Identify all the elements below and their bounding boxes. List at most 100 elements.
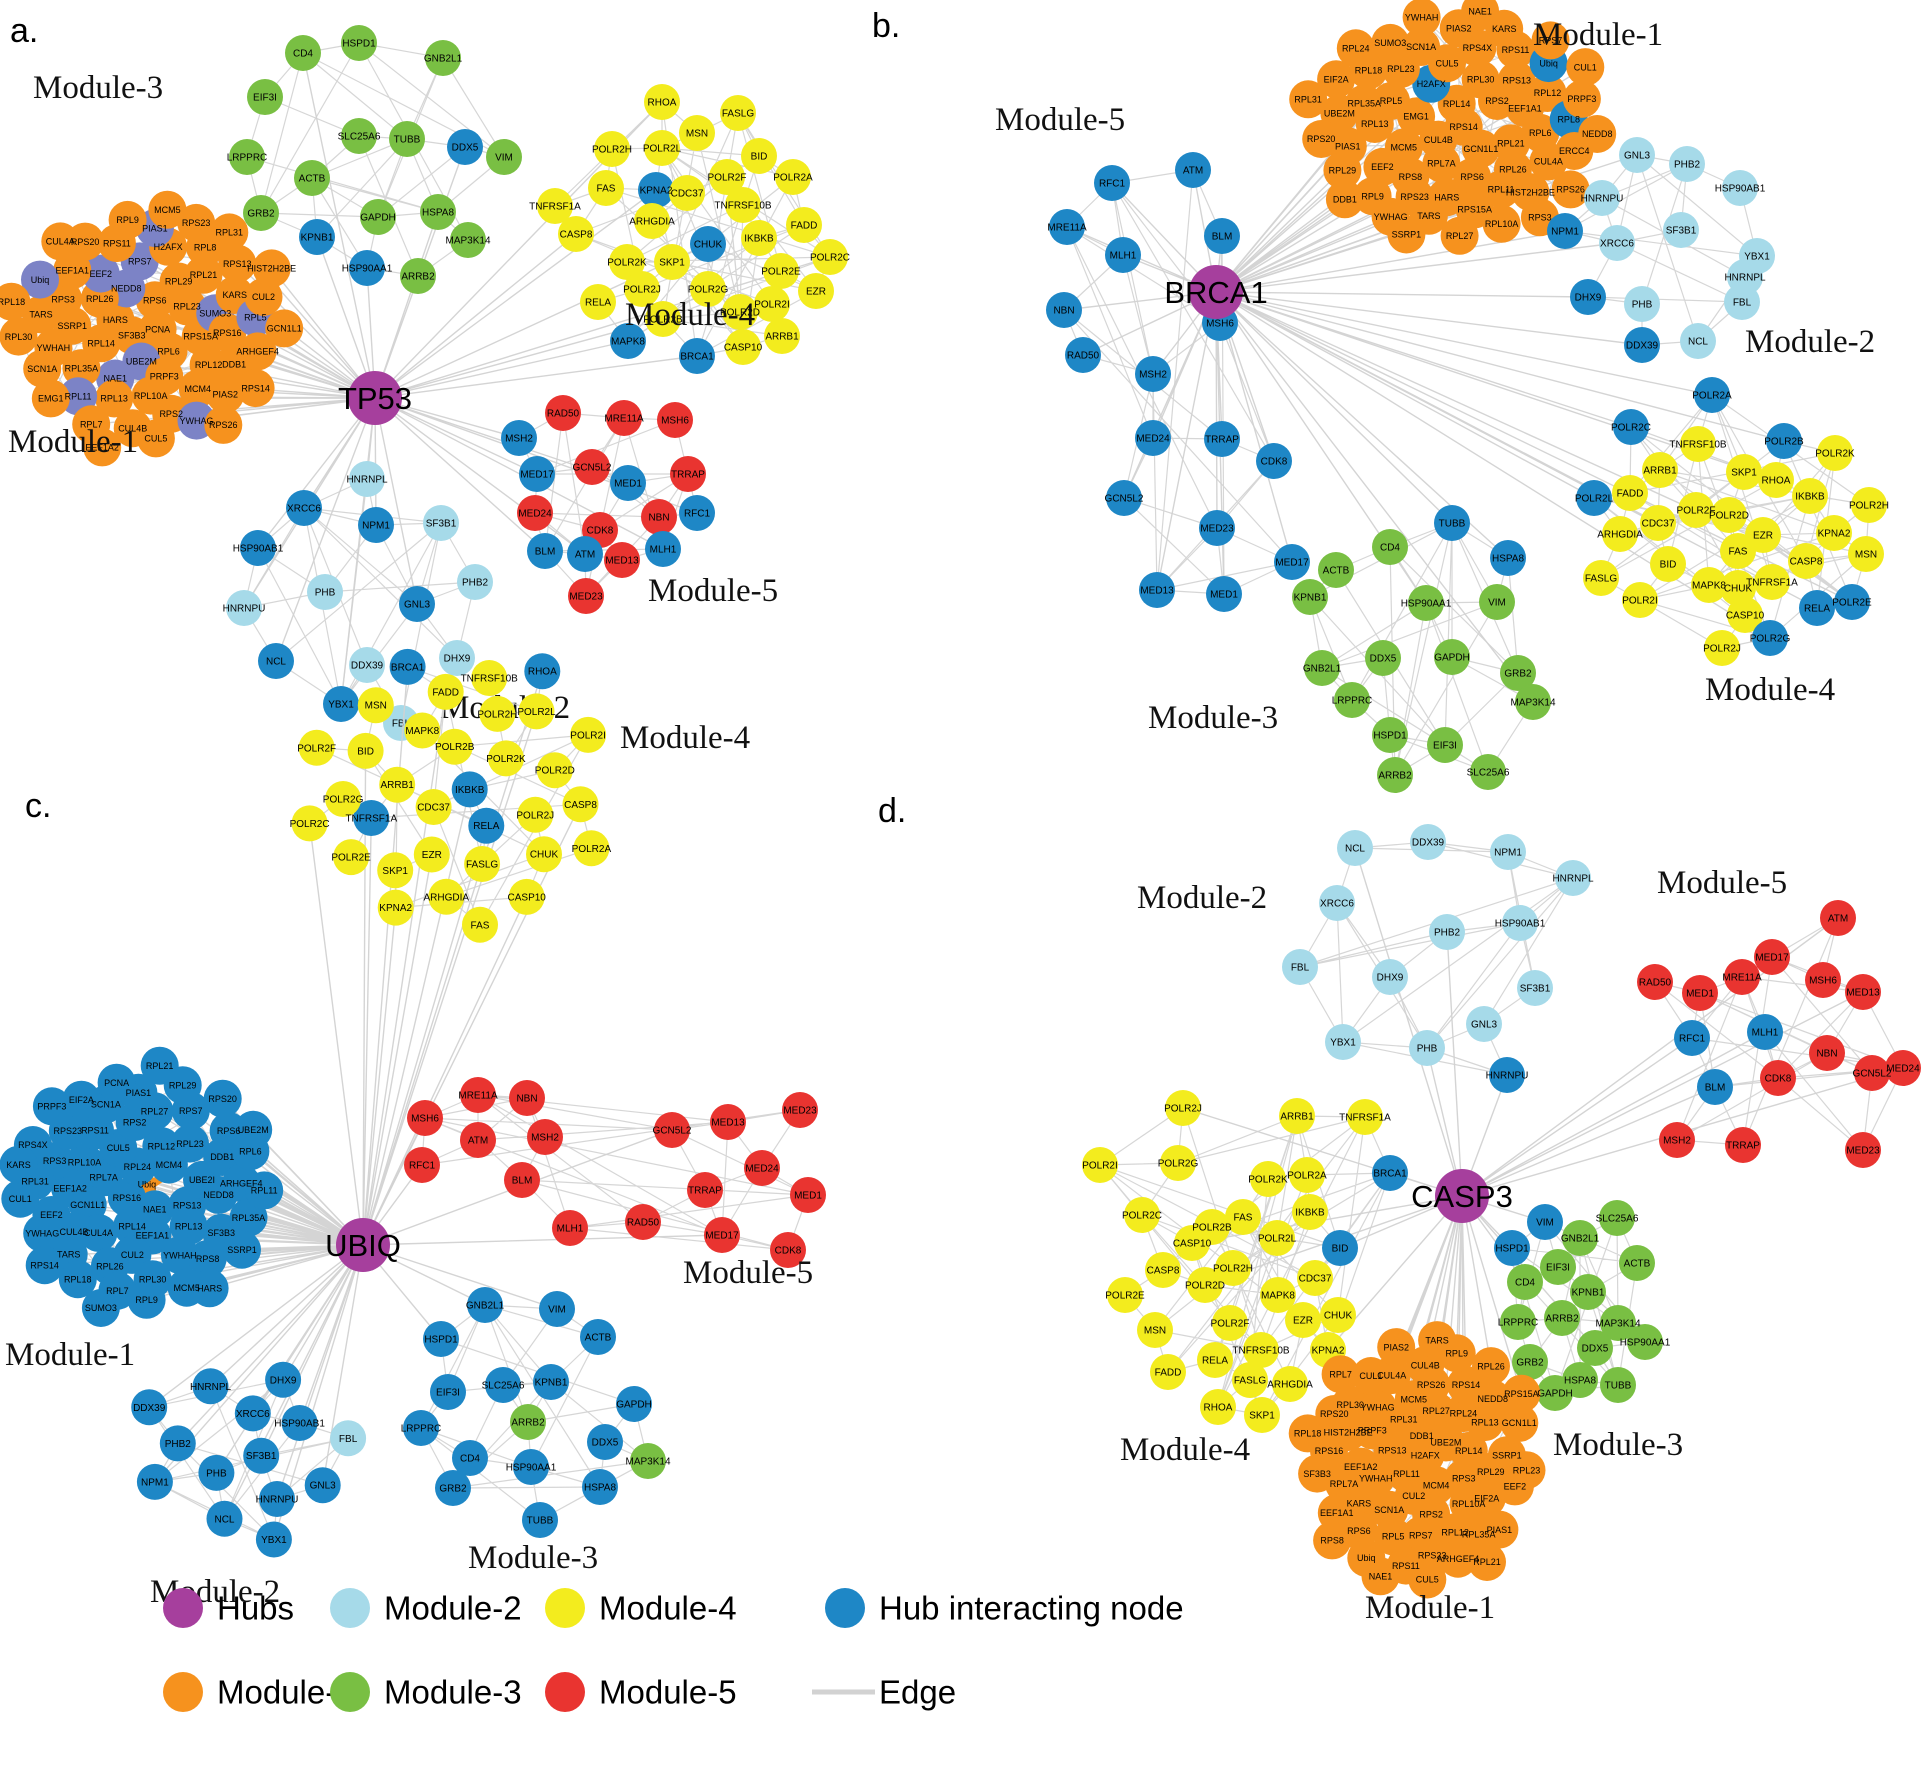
node-PHB2[interactable] xyxy=(457,564,493,600)
node-IKBKB[interactable] xyxy=(1792,478,1828,514)
node-NPM1[interactable] xyxy=(358,507,394,543)
node-RFC1[interactable] xyxy=(1094,165,1130,201)
node-TARS[interactable] xyxy=(1418,1321,1457,1360)
node-CDC37[interactable] xyxy=(1640,505,1676,541)
node-HSPA8[interactable] xyxy=(420,194,456,230)
node-SKP1[interactable] xyxy=(1244,1397,1280,1433)
node-HNRNPL[interactable] xyxy=(192,1368,229,1405)
node-MED13[interactable] xyxy=(710,1104,746,1140)
node-RPL23[interactable] xyxy=(171,1124,209,1163)
node-MED17[interactable] xyxy=(1754,939,1790,975)
node-GCN5L2[interactable] xyxy=(654,1112,690,1148)
node-NAE1[interactable] xyxy=(1461,0,1500,31)
node-MAP3K14[interactable] xyxy=(630,1443,666,1479)
node-SKP1[interactable] xyxy=(1726,454,1762,490)
node-RPS13[interactable] xyxy=(218,244,257,283)
node-POLR2A[interactable] xyxy=(1694,377,1730,413)
node-BLM[interactable] xyxy=(1697,1069,1733,1105)
node-HSP90AB1[interactable] xyxy=(1502,905,1538,941)
node-IKBKB[interactable] xyxy=(1292,1194,1328,1230)
node-ATM[interactable] xyxy=(460,1122,496,1158)
node-BID[interactable] xyxy=(1650,546,1686,582)
node-GNL3[interactable] xyxy=(1619,137,1655,173)
node-RPS7[interactable] xyxy=(1531,21,1570,60)
node-MED17[interactable] xyxy=(1274,544,1310,580)
node-RAD50[interactable] xyxy=(625,1204,661,1240)
node-YBX1[interactable] xyxy=(255,1521,292,1558)
node-GNB2L1[interactable] xyxy=(467,1287,503,1323)
node-ARRB2[interactable] xyxy=(1377,757,1413,793)
node-ARRB2[interactable] xyxy=(510,1404,546,1440)
node-POLR2J[interactable] xyxy=(1165,1090,1201,1126)
node-NEDD8[interactable] xyxy=(1578,115,1617,153)
node-RHOA[interactable] xyxy=(524,653,561,690)
node-BID[interactable] xyxy=(347,732,384,769)
node-POLR2G[interactable] xyxy=(325,781,362,817)
node-RPL23[interactable] xyxy=(1507,1451,1546,1490)
node-MED17[interactable] xyxy=(519,456,555,492)
node-NPM1[interactable] xyxy=(1490,834,1526,870)
node-EEF2[interactable] xyxy=(1363,147,1402,186)
node-VIM[interactable] xyxy=(486,139,522,175)
node-POLR2H[interactable] xyxy=(1851,487,1887,523)
node-SF3B1[interactable] xyxy=(1517,970,1553,1006)
node-RPL18[interactable] xyxy=(1288,1414,1327,1453)
node-DDX5[interactable] xyxy=(1365,640,1401,676)
node-GCN1L1[interactable] xyxy=(1500,1403,1539,1442)
node-HSP90AA1[interactable] xyxy=(513,1449,549,1485)
node-YWHAH[interactable] xyxy=(160,1236,199,1275)
node-EIF3I[interactable] xyxy=(430,1374,466,1410)
node-PIAS2[interactable] xyxy=(206,375,245,414)
node-TUBB[interactable] xyxy=(389,121,425,157)
node-MSH2[interactable] xyxy=(527,1119,563,1155)
node-POLR2F[interactable] xyxy=(1678,492,1714,528)
node-RHOA[interactable] xyxy=(1758,462,1794,498)
node-POLR2J[interactable] xyxy=(517,796,554,833)
node-MSH2[interactable] xyxy=(1659,1122,1695,1158)
node-FAS[interactable] xyxy=(588,170,624,206)
node-PCNA[interactable] xyxy=(97,1063,136,1102)
node-TRRAP[interactable] xyxy=(687,1172,723,1208)
node-ARRB1[interactable] xyxy=(1279,1098,1315,1134)
node-RPL11[interactable] xyxy=(1482,170,1521,209)
node-DHX9[interactable] xyxy=(265,1361,302,1398)
node-CASP10[interactable] xyxy=(1174,1225,1210,1261)
node-SKP1[interactable] xyxy=(377,852,414,889)
node-POLR2D[interactable] xyxy=(1187,1267,1223,1303)
node-CD4[interactable] xyxy=(452,1440,488,1476)
node-EEF2[interactable] xyxy=(81,254,120,293)
node-KPNB1[interactable] xyxy=(533,1364,569,1400)
node-DDB1[interactable] xyxy=(1325,180,1364,219)
node-PHB[interactable] xyxy=(1624,286,1660,322)
node-PRPF3[interactable] xyxy=(32,1087,71,1126)
node-ARRB1[interactable] xyxy=(379,766,416,803)
node-POLR2H[interactable] xyxy=(479,695,516,732)
node-DDX39[interactable] xyxy=(1410,824,1446,860)
node-CASP8[interactable] xyxy=(1788,543,1824,579)
node-DDX5[interactable] xyxy=(587,1424,623,1460)
node-NPM1[interactable] xyxy=(136,1463,173,1500)
node-POLR2H[interactable] xyxy=(594,131,630,167)
node-RPL9[interactable] xyxy=(127,1280,166,1319)
node-POLR2D[interactable] xyxy=(536,752,573,789)
node-TNFRSF10B[interactable] xyxy=(1243,1332,1279,1368)
node-POLR2I[interactable] xyxy=(570,716,607,753)
node-NBN[interactable] xyxy=(509,1080,545,1116)
node-RPL30[interactable] xyxy=(0,317,38,356)
node-GNB2L1[interactable] xyxy=(425,40,461,76)
node-RPL6[interactable] xyxy=(1521,113,1560,152)
node-EZR[interactable] xyxy=(798,273,834,309)
node-HNRNPU[interactable] xyxy=(1584,180,1620,216)
node-KPNB1[interactable] xyxy=(1570,1274,1606,1310)
node-ATM[interactable] xyxy=(1820,900,1856,936)
hub-CASP3[interactable] xyxy=(1435,1169,1489,1223)
node-RFC1[interactable] xyxy=(1674,1020,1710,1056)
node-YWHAG[interactable] xyxy=(1358,1388,1397,1427)
node-ACTB[interactable] xyxy=(1318,552,1354,588)
node-MED23[interactable] xyxy=(1199,510,1235,546)
node-RPL21[interactable] xyxy=(184,255,223,294)
node-POLR2D[interactable] xyxy=(722,294,758,330)
node-RHOA[interactable] xyxy=(1200,1389,1236,1425)
node-POLR2C[interactable] xyxy=(812,239,848,275)
node-CHUK[interactable] xyxy=(1720,570,1756,606)
